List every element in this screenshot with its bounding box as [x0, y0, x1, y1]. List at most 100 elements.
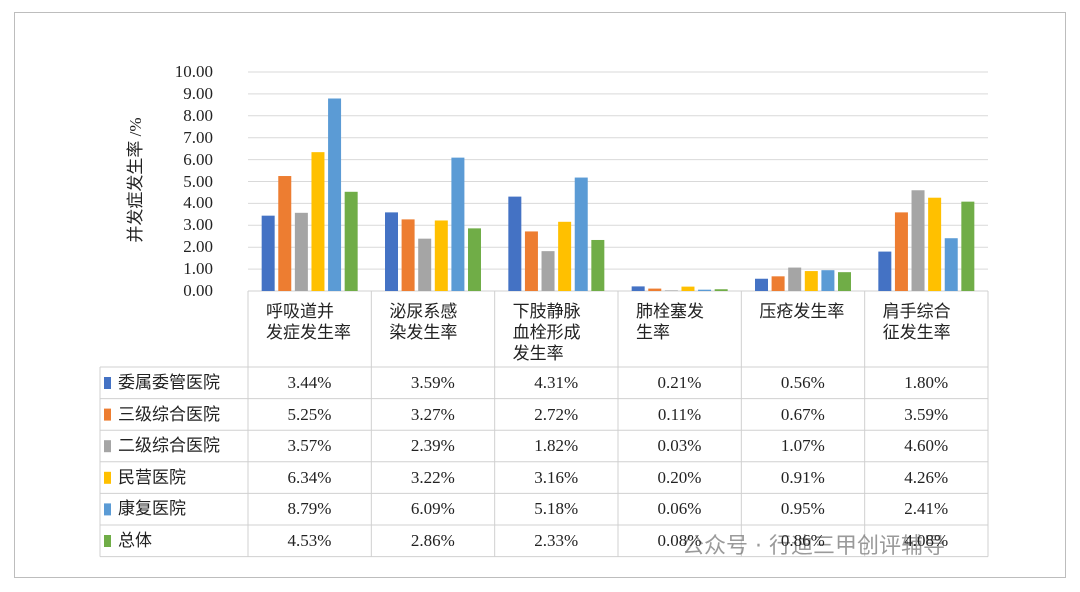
- bar: [344, 191, 358, 291]
- bar: [524, 231, 538, 291]
- bar: [385, 212, 398, 291]
- legend-swatch: [104, 503, 111, 516]
- data-label: 6.34%: [287, 467, 332, 487]
- data-label: 4.31%: [534, 373, 579, 392]
- legend-label: 民营医院: [118, 467, 186, 487]
- legend-label: 三级综合医院: [118, 404, 220, 424]
- legend-swatch: [104, 377, 111, 389]
- y-tick-label: 5.00: [183, 171, 213, 191]
- data-label: 3.59%: [904, 404, 949, 424]
- data-label: 0.86%: [780, 531, 825, 550]
- bar: [541, 251, 555, 291]
- bar: [788, 267, 802, 291]
- data-label: 0.06%: [657, 499, 702, 519]
- category-label: 压疮发生率: [759, 302, 845, 321]
- data-label: 2.86%: [410, 531, 455, 550]
- bar: [508, 196, 522, 291]
- y-tick-label: 6.00: [183, 149, 213, 169]
- legend-swatch: [104, 408, 111, 421]
- bar: [401, 219, 415, 291]
- bar: [698, 289, 712, 291]
- legend-label: 委属委管医院: [118, 373, 220, 392]
- y-tick-label: 1.00: [183, 259, 213, 279]
- bar: [294, 212, 308, 291]
- data-label: 4.08%: [904, 531, 949, 550]
- y-tick-label: 8.00: [183, 105, 213, 125]
- bar: [468, 228, 481, 291]
- data-label: 4.53%: [287, 531, 332, 550]
- data-label: 0.21%: [657, 373, 702, 392]
- legend-swatch: [104, 535, 111, 547]
- watermark: 公众号 · 行迪三甲创评辅导: [682, 534, 945, 559]
- data-label: 4.26%: [904, 467, 949, 487]
- legend-label: 康复医院: [118, 499, 186, 519]
- legend-swatch: [104, 471, 111, 484]
- data-label: 0.11%: [657, 404, 702, 424]
- legend-swatch: [104, 440, 111, 453]
- category-label: 下肢静脉 血栓形成 发生率: [512, 302, 581, 363]
- data-label: 2.72%: [534, 404, 579, 424]
- bar: [771, 276, 785, 291]
- data-label: 3.59%: [410, 373, 455, 392]
- data-label: 0.03%: [657, 436, 702, 456]
- category-label: 肩手综合 征发生率: [882, 302, 951, 342]
- category-label: 肺栓塞发 生率: [636, 302, 704, 342]
- bar: [911, 190, 925, 291]
- data-label: 8.79%: [287, 499, 332, 519]
- y-tick-label: 9.00: [183, 83, 213, 103]
- bar: [418, 238, 432, 291]
- data-label: 3.27%: [410, 404, 455, 424]
- y-tick-label: 0.00: [183, 281, 213, 300]
- bar: [961, 201, 975, 291]
- data-label: 0.20%: [657, 467, 702, 487]
- y-tick-label: 2.00: [183, 237, 213, 257]
- data-label: 3.44%: [287, 373, 332, 392]
- bar: [878, 251, 892, 291]
- y-tick-label: 3.00: [183, 215, 213, 235]
- data-label: 1.80%: [904, 373, 949, 392]
- data-label: 4.60%: [904, 436, 949, 456]
- data-label: 5.25%: [287, 404, 332, 424]
- bar: [451, 157, 465, 291]
- data-label: 0.56%: [780, 373, 825, 392]
- bar: [311, 152, 325, 291]
- y-tick-label: 10.00: [174, 62, 213, 81]
- bar: [928, 197, 942, 291]
- data-label: 1.07%: [780, 436, 825, 456]
- bar: [558, 221, 572, 291]
- bar: [278, 176, 292, 291]
- bar: [821, 270, 835, 291]
- frame: [14, 12, 1066, 578]
- data-label: 5.18%: [534, 499, 579, 519]
- bar: [648, 288, 662, 291]
- data-label: 2.41%: [904, 499, 949, 519]
- bar: [755, 278, 768, 291]
- y-tick-label: 4.00: [183, 193, 213, 213]
- data-label: 0.67%: [780, 404, 825, 424]
- legend-label: 二级综合医院: [118, 436, 220, 456]
- legend-label: 总体: [118, 531, 152, 550]
- y-tick-label: 7.00: [183, 127, 213, 147]
- category-label: 泌尿系感 染发生率: [389, 302, 458, 342]
- data-label: 3.57%: [287, 436, 332, 456]
- data-label: 3.16%: [534, 467, 579, 487]
- bar: [664, 290, 678, 291]
- data-label: 2.39%: [410, 436, 455, 456]
- bar: [574, 177, 588, 291]
- bar: [681, 286, 695, 291]
- bar: [261, 215, 275, 291]
- bar: [894, 212, 908, 291]
- bar: [838, 272, 851, 291]
- data-label: 3.22%: [410, 467, 455, 487]
- category-label: 呼吸道并 发症发生率: [266, 302, 351, 342]
- data-label: 0.95%: [780, 499, 825, 519]
- data-label: 1.82%: [534, 436, 579, 456]
- data-label: 0.08%: [657, 531, 702, 550]
- data-label: 6.09%: [410, 499, 455, 519]
- data-label: 2.33%: [534, 531, 579, 550]
- bar: [714, 289, 728, 291]
- bar: [328, 98, 342, 292]
- bar: [434, 220, 448, 291]
